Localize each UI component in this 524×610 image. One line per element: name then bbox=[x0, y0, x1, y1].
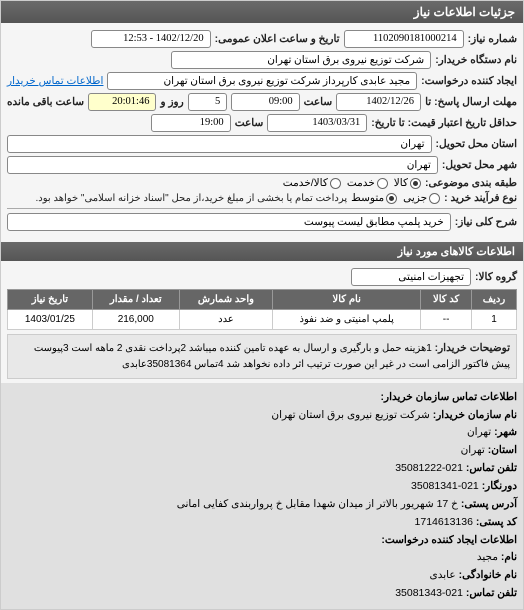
remain-days-input: 5 bbox=[188, 93, 228, 111]
delivery-city-input: تهران bbox=[7, 156, 438, 174]
phone-label: تلفن تماس: bbox=[466, 462, 517, 474]
table-header: نام کالا bbox=[273, 290, 421, 310]
family-label: نام خانوادگی: bbox=[459, 569, 517, 581]
post-label: کد پستی: bbox=[476, 516, 517, 528]
budget-label: طبقه بندی موضوعی: bbox=[425, 177, 517, 189]
table-header: ردیف bbox=[471, 290, 516, 310]
radio-service[interactable]: خدمت bbox=[347, 177, 388, 189]
table-cell: عدد bbox=[179, 310, 272, 330]
radio-dot-icon bbox=[330, 178, 341, 189]
remain-suffix: ساعت باقی مانده bbox=[7, 96, 84, 108]
description-box: توضیحات خریدار: 1هزینه حمل و بارگیری و ا… bbox=[7, 334, 517, 379]
deadline-time-input: 09:00 bbox=[231, 93, 299, 111]
radio-goods[interactable]: کالا bbox=[394, 177, 421, 189]
creator-input: مجید عابدی کارپرداز شرکت توزیع نیروی برق… bbox=[107, 72, 417, 90]
process-note: پرداخت تمام یا بخشی از مبلغ خرید،از محل … bbox=[36, 193, 348, 204]
radio-goods-label: کالا bbox=[394, 177, 408, 189]
delivery-state-label: استان محل تحویل: bbox=[436, 138, 517, 150]
state-value: تهران bbox=[461, 444, 485, 456]
creator-label: ایجاد کننده درخواست: bbox=[421, 75, 517, 87]
validity-label: حداقل تاریخ اعتبار قیمت: تا تاریخ: bbox=[371, 117, 517, 129]
addr-value: خ 17 شهریور بالاتر از میدان شهدا مقابل خ… bbox=[177, 498, 458, 510]
table-cell: 1403/01/25 bbox=[8, 310, 93, 330]
process-radio-group: جزیی متوسط bbox=[351, 192, 440, 204]
desc-label: توضیحات خریدار: bbox=[435, 342, 510, 354]
name-value: مجید bbox=[477, 551, 498, 563]
goods-group-input: تجهیزات امنیتی bbox=[351, 268, 471, 286]
radio-dot-icon bbox=[429, 193, 440, 204]
process-label: نوع فرآیند خرید : bbox=[444, 192, 517, 204]
fax-label: دورنگار: bbox=[482, 480, 517, 492]
family-value: عابدی bbox=[430, 569, 456, 581]
remain-days-label: روز و bbox=[160, 96, 183, 108]
radio-dot-icon bbox=[377, 178, 388, 189]
table-header: تعداد / مقدار bbox=[92, 290, 179, 310]
radio-both[interactable]: کالا/خدمت bbox=[283, 177, 341, 189]
request-no-label: شماره نیاز: bbox=[468, 33, 517, 45]
contact-link[interactable]: اطلاعات تماس خریدار bbox=[7, 75, 103, 87]
goods-header: اطلاعات کالاهای مورد نیاز bbox=[1, 242, 523, 261]
fax-value: 021-35081341 bbox=[411, 480, 479, 492]
deadline-date-input: 1402/12/26 bbox=[336, 93, 421, 111]
remain-time-input: 20:01:46 bbox=[88, 93, 156, 111]
phone-value: 021-35081222 bbox=[395, 462, 463, 474]
goods-table: ردیفکد کالانام کالاواحد شمارشتعداد / مقد… bbox=[7, 289, 517, 330]
name-label: نام: bbox=[501, 551, 517, 563]
table-row: 1--پلمپ امنیتی و ضد نفوذعدد216,0001403/0… bbox=[8, 310, 517, 330]
org-label: نام سازمان خریدار: bbox=[433, 409, 517, 421]
need-title-label: شرح کلی نیاز: bbox=[455, 216, 517, 228]
buyer-input: شرکت توزیع نیروی برق استان تهران bbox=[171, 51, 431, 69]
radio-dot-icon bbox=[386, 193, 397, 204]
radio-partial-label: جزیی bbox=[403, 192, 427, 204]
announce-label: تاریخ و ساعت اعلان عمومی: bbox=[215, 33, 340, 45]
table-header: کد کالا bbox=[421, 290, 472, 310]
announce-input: 1402/12/20 - 12:53 bbox=[91, 30, 211, 48]
deadline-label: مهلت ارسال پاسخ: تا bbox=[425, 96, 517, 108]
request-no-input: 1102090181000214 bbox=[344, 30, 464, 48]
radio-partial[interactable]: جزیی bbox=[403, 192, 440, 204]
budget-radio-group: کالا خدمت کالا/خدمت bbox=[283, 177, 421, 189]
table-cell: -- bbox=[421, 310, 472, 330]
title-bar: جزئیات اطلاعات نیاز bbox=[1, 1, 523, 23]
phone2-value: 021-35081343 bbox=[395, 587, 463, 599]
state-label: استان: bbox=[488, 444, 517, 456]
addr-label: آدرس پستی: bbox=[461, 498, 517, 510]
radio-service-label: خدمت bbox=[347, 177, 375, 189]
divider bbox=[7, 208, 517, 209]
contact-header: اطلاعات تماس سازمان خریدار: bbox=[7, 389, 517, 407]
need-title-input: خرید پلمپ مطابق لیست پیوست bbox=[7, 213, 451, 231]
table-cell: پلمپ امنیتی و ضد نفوذ bbox=[273, 310, 421, 330]
city-label: شهر: bbox=[494, 426, 517, 438]
table-cell: 216,000 bbox=[92, 310, 179, 330]
table-header: تاریخ نیاز bbox=[8, 290, 93, 310]
radio-small-label: متوسط bbox=[351, 192, 384, 204]
time-label-2: ساعت bbox=[235, 117, 264, 129]
delivery-state-input: تهران bbox=[7, 135, 432, 153]
validity-time-input: 19:00 bbox=[151, 114, 231, 132]
table-cell: 1 bbox=[471, 310, 516, 330]
radio-dot-icon bbox=[410, 178, 421, 189]
post-value: 1714613136 bbox=[415, 516, 473, 528]
validity-date-input: 1403/03/31 bbox=[267, 114, 367, 132]
time-label-1: ساعت bbox=[304, 96, 333, 108]
city-value: تهران bbox=[467, 426, 491, 438]
radio-small[interactable]: متوسط bbox=[351, 192, 397, 204]
contact-section: اطلاعات تماس سازمان خریدار: نام سازمان خ… bbox=[1, 383, 523, 609]
radio-both-label: کالا/خدمت bbox=[283, 177, 328, 189]
buyer-label: نام دستگاه خریدار: bbox=[435, 54, 517, 66]
table-header: واحد شمارش bbox=[179, 290, 272, 310]
creator-contact-header: اطلاعات ایجاد کننده درخواست: bbox=[7, 532, 517, 550]
goods-group-label: گروه کالا: bbox=[475, 271, 517, 283]
org-value: شرکت توزیع نیروی برق استان تهران bbox=[271, 409, 429, 421]
phone2-label: تلفن تماس: bbox=[466, 587, 517, 599]
delivery-city-label: شهر محل تحویل: bbox=[442, 159, 517, 171]
